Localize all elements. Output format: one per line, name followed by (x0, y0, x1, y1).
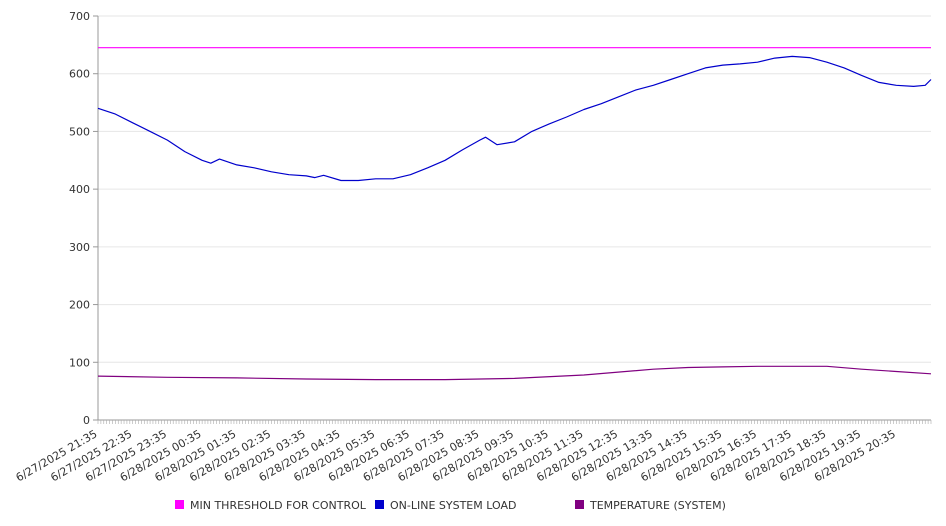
series-line-2 (97, 365, 932, 381)
grid-lines (98, 15, 931, 421)
y-tick-label: 500 (69, 125, 90, 138)
y-tick-label: 700 (69, 10, 90, 23)
legend-label: MIN THRESHOLD FOR CONTROL (190, 499, 367, 512)
y-tick-label: 300 (69, 241, 90, 254)
y-tick-label: 200 (69, 299, 90, 312)
legend-label: ON-LINE SYSTEM LOAD (390, 499, 516, 512)
x-axis-ticks: 6/27/2025 21:356/27/2025 22:356/27/2025 … (14, 427, 898, 484)
legend-label: TEMPERATURE (SYSTEM) (589, 499, 726, 512)
y-tick-label: 600 (69, 68, 90, 81)
legend-swatch (175, 500, 184, 509)
legend-swatch (575, 500, 584, 509)
x-minor-ticks (97, 420, 932, 424)
axes (97, 16, 932, 424)
series-line-1 (97, 55, 932, 182)
y-axis-ticks: 0 100 200 300 400 500 600 700 (69, 10, 98, 427)
legend: MIN THRESHOLD FOR CONTROL ON-LINE SYSTEM … (175, 499, 726, 512)
y-tick-label: 400 (69, 183, 90, 196)
legend-swatch (375, 500, 384, 509)
series-lines (97, 47, 932, 381)
y-tick-label: 100 (69, 356, 90, 369)
y-tick-label: 0 (83, 414, 90, 427)
